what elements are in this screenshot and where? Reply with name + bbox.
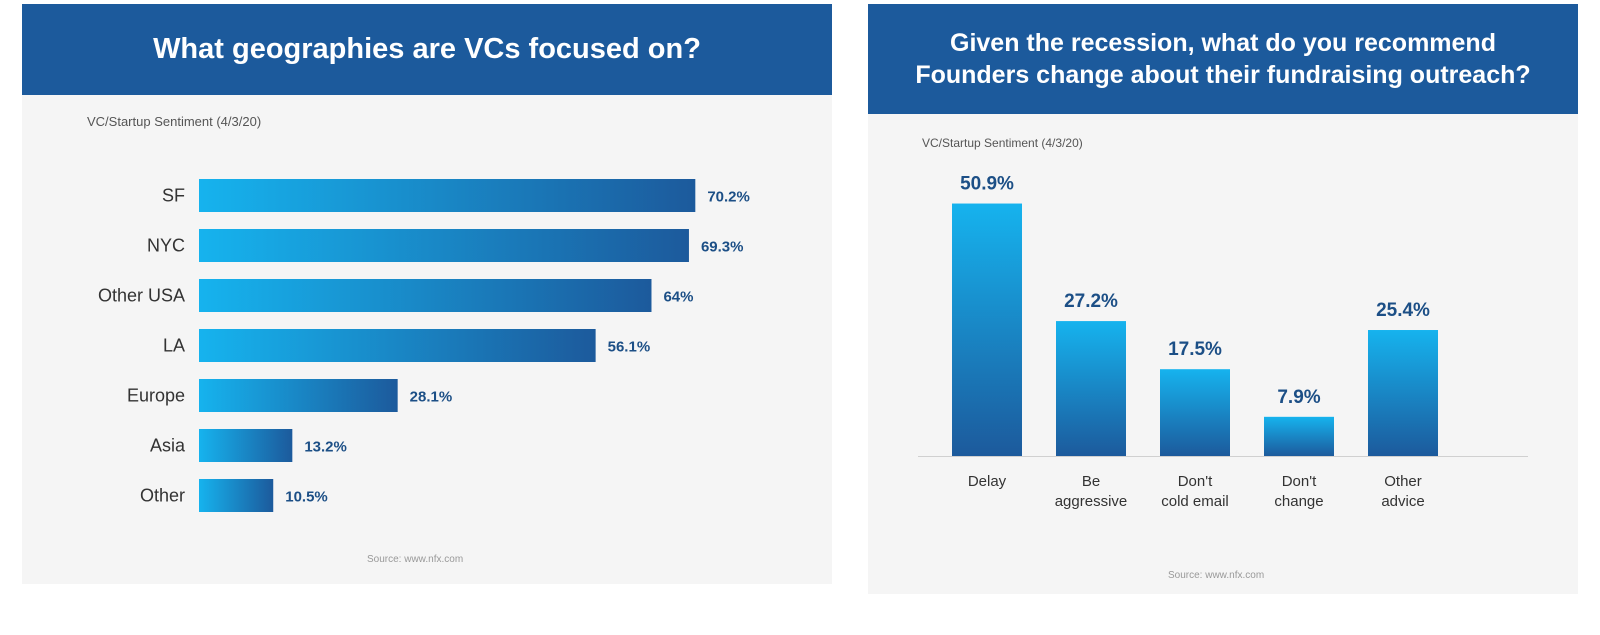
outreach-bar-chart: 50.9% Delay 27.2% Be aggressive 17.5% Don't col… [918,174,1528,510]
category-label: Be [1082,473,1100,490]
outreach-chart-title-line-2: Founders change about their fundraising … [915,61,1531,89]
bar-other-usa [199,279,652,312]
value-label: 27.2% [1064,291,1118,312]
outreach-chart-title-line-1: Given the recession, what do you recomme… [950,28,1496,57]
bar-3 [1264,416,1334,456]
bar-other [199,479,274,512]
bar-4 [1368,330,1438,456]
value-label: 17.5% [1168,339,1222,360]
bar-sf [199,179,696,212]
bar-nyc [199,229,689,262]
value-label: 56.1% [608,339,651,356]
outreach-chart-title-banner: Given the recession, what do you recomme… [868,4,1578,114]
geographies-chart-title: What geographies are VCs focused on? [153,33,701,65]
value-label: 69.3% [701,239,744,256]
category-label: Don't [1178,473,1213,490]
bar-0 [952,203,1022,456]
category-label: LA [163,336,185,356]
bar-asia [199,429,293,462]
category-label: advice [1381,493,1424,510]
bar-2 [1160,369,1230,456]
value-label: 70.2% [707,189,750,206]
geographies-chart-source: Source: www.nfx.com [367,554,464,565]
value-label: 7.9% [1277,387,1320,408]
category-label: Other [140,486,185,506]
category-label: change [1274,493,1323,510]
value-label: 25.4% [1376,300,1430,321]
outreach-chart-panel: Given the recession, what do you recomme… [868,4,1578,594]
bar-europe [199,379,398,412]
outreach-chart-subtitle: VC/Startup Sentiment (4/3/20) [922,136,1083,150]
category-label: Delay [968,473,1007,490]
category-label: SF [162,186,185,206]
outreach-chart-source: Source: www.nfx.com [1168,570,1265,581]
category-label: Other USA [98,286,185,306]
category-label: cold email [1161,493,1229,510]
geographies-bar-chart: SF 70.2% NYC 69.3% Other USA 64% LA 56.1% Europe… [98,179,750,512]
value-label: 64% [663,289,693,306]
bar-la [199,329,596,362]
category-label: Don't [1282,473,1317,490]
bar-1 [1056,321,1126,456]
category-label: NYC [147,236,185,256]
category-label: Other [1384,473,1422,490]
category-label: Asia [150,436,186,456]
category-label: Europe [127,386,185,406]
category-label: aggressive [1055,493,1128,510]
geographies-chart-subtitle: VC/Startup Sentiment (4/3/20) [87,114,262,129]
value-label: 50.9% [960,174,1014,195]
value-label: 13.2% [304,439,347,456]
value-label: 10.5% [285,489,328,506]
geographies-chart-panel: What geographies are VCs focused on? VC/… [22,4,832,584]
geographies-chart-title-banner: What geographies are VCs focused on? [22,4,832,95]
value-label: 28.1% [410,389,453,406]
